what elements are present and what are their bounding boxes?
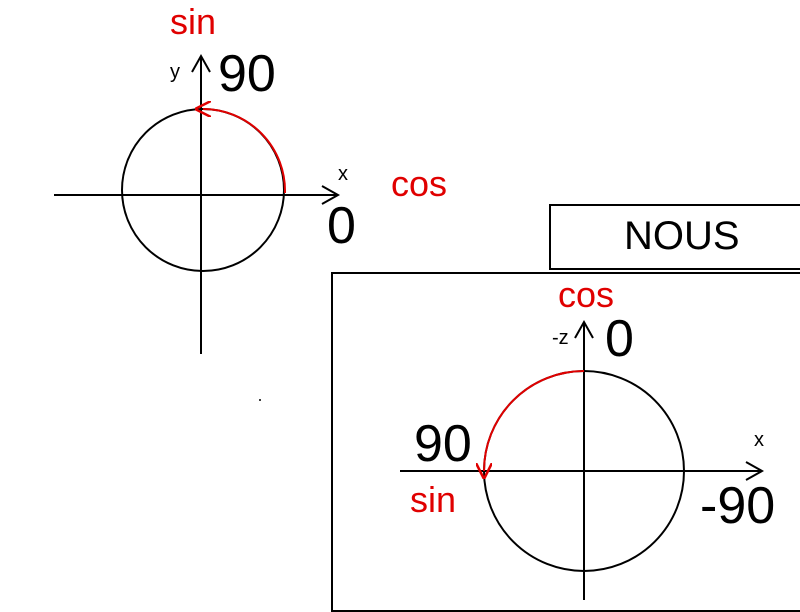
angle-0-label-2: 0 [605,310,634,368]
nous-panel-frame [331,272,800,612]
angle-0-label-1: 0 [327,197,356,255]
x-axis-label-1: x [338,163,348,185]
neg-z-axis-arrowhead [574,319,594,339]
angle-90-label-1: 90 [218,45,276,103]
nous-title-box [549,204,800,270]
rotation-arc-2 [484,370,585,471]
cos-label-2: cos [558,274,615,315]
nous-label: NOUS [624,214,740,258]
x-axis-label-2: x [754,429,764,451]
sin-label-2: sin [410,479,457,520]
neg-z-axis-label: -z [552,327,569,349]
sin-label-1: sin [170,1,217,42]
diagram-2 [400,319,765,600]
y-axis-1-arrowhead [191,53,211,73]
x-axis-2-arrowhead [745,461,765,481]
cos-label-1: cos [391,163,448,204]
angle-90-label-2: 90 [414,415,472,473]
y-axis-label: y [170,61,180,83]
x-axis-1-arrowhead [321,185,341,205]
angle-neg-90-label: -90 [700,477,776,535]
rotation-arc-1 [203,109,287,194]
stray-dot [259,399,261,401]
unit-circle-1 [121,108,285,272]
diagram-1 [54,53,341,354]
